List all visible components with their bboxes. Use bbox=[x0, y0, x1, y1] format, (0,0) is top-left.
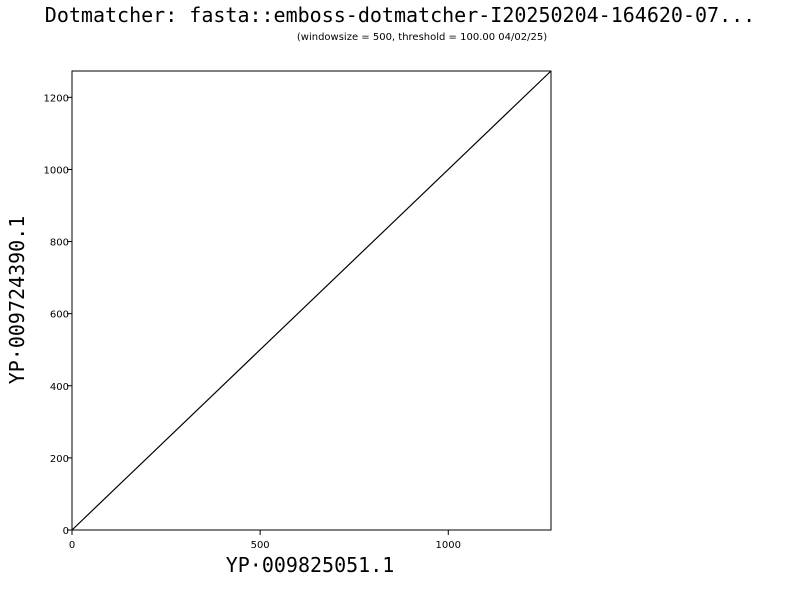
y-tick-label: 400 bbox=[50, 382, 69, 393]
x-tick-label: 0 bbox=[69, 540, 75, 551]
y-axis-ticks: 0 200 400 600 800 1000 1200 bbox=[44, 93, 72, 537]
y-axis-label: YP·009724390.1 bbox=[5, 216, 29, 385]
x-axis-label: YP·009825051.1 bbox=[226, 553, 395, 577]
chart-subtitle: (windowsize = 500, threshold = 100.00 04… bbox=[297, 32, 547, 43]
y-tick-label: 200 bbox=[50, 454, 69, 465]
chart-title: Dotmatcher: fasta::emboss-dotmatcher-I20… bbox=[45, 3, 755, 27]
y-tick-label: 1200 bbox=[44, 93, 69, 104]
plot-frame bbox=[71, 70, 552, 531]
diagonal-match-line bbox=[71, 70, 552, 531]
y-tick-label: 800 bbox=[50, 238, 69, 249]
x-tick-label: 500 bbox=[251, 540, 270, 551]
y-tick-label: 1000 bbox=[44, 165, 69, 176]
match-lines bbox=[71, 70, 552, 531]
y-tick-label: 600 bbox=[50, 310, 69, 321]
x-tick-label: 1000 bbox=[436, 540, 461, 551]
y-tick-label: 0 bbox=[63, 526, 69, 537]
x-axis-ticks: 0 500 1000 bbox=[69, 530, 461, 551]
